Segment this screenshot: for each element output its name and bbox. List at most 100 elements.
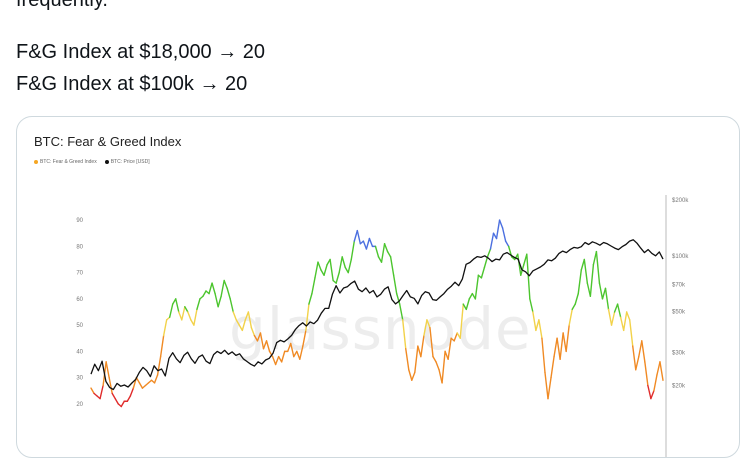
fg-segment [159,334,165,358]
fg-segment [317,261,322,271]
fg-segment [474,274,480,300]
fg-segment [577,269,582,295]
fg-segment [517,253,522,276]
fg-segment [314,261,319,279]
fg-segment [402,319,407,350]
fg-segment [607,308,613,326]
y-left-tick-90: 90 [76,218,83,224]
fg-segment [259,332,265,350]
fg-segment [99,384,104,400]
fg-segment [526,253,531,300]
fg-segment [253,334,259,342]
y-left-tick-80: 80 [76,244,83,250]
fg-segment [459,303,464,339]
fg-segment [290,342,295,358]
fg-segment [647,384,652,400]
fg-segment [541,337,546,374]
fg-segment [362,240,368,250]
fg-segment [214,292,219,308]
legend-item-fg: BTC: Fear & Greed Index [34,159,97,165]
fg-segment [598,282,604,300]
fg-segment [268,350,274,358]
fg-segment [453,332,458,342]
fg-segment [153,374,159,384]
fg-segment [641,340,646,363]
fg-segment [365,237,371,250]
fg-segment [299,345,304,360]
fg-segment [368,237,374,248]
y-left-tick-60: 60 [76,297,83,303]
fg-segment [90,387,95,395]
fg-segment [447,337,452,360]
tweet-cut-line: frequently. [16,0,108,11]
fg-segment [232,311,237,321]
fg-segment [544,371,549,400]
fg-segment [462,303,467,311]
fg-segment [105,361,110,379]
fg-segment [111,392,116,400]
fg-segment [538,319,543,339]
fear-greed-chart: 90 80 70 60 50 40 30 20 $200k $100k $70k $50k $30k $2… [76,195,689,457]
fg-segment [126,395,132,402]
fg-segment [610,311,616,326]
fg-segment [504,240,510,248]
fg-segment [571,303,576,311]
fg-segment [241,319,247,332]
fg-segment [586,282,592,297]
fg-segment [389,256,395,276]
chart-image-card[interactable]: BTC: Fear & Greed Index BTC: Fear & Gree… [16,116,740,458]
fg-segment [135,376,141,384]
fg-segment [635,355,640,371]
fg-segment [280,350,286,363]
fg-segment [483,256,489,269]
fg-segment [432,355,437,363]
fg-segment [659,361,664,381]
fg-segment [423,319,428,337]
fg-segment [229,298,234,313]
fg-segment [335,271,340,284]
fg-segment [293,350,298,358]
fg-segment [589,264,595,297]
fg-segment [625,311,631,321]
fg-segment [438,369,443,384]
fg-segment [565,324,570,353]
fg-segment [256,332,262,342]
fg-segment [220,279,225,297]
fg-segment [162,319,168,337]
fg-segment [168,303,174,318]
fg-segment [604,287,610,311]
fg-segment [547,376,552,400]
fg-segment [271,355,277,366]
fg-segment [559,332,564,360]
fg-segment [120,400,125,408]
fg-segment [277,355,283,363]
fg-segment [498,219,504,229]
fg-segment [323,264,328,276]
fg-segment [638,340,643,358]
fg-segment [435,361,440,371]
legend-item-price: BTC: Price [USD] [104,159,150,165]
y-right-tick-70k: $70k [672,283,686,289]
fg-segment [311,277,316,295]
y-right-tick-50k: $50k [672,310,686,316]
fg-segment [193,308,198,326]
fg-segment [296,350,301,360]
fg-segment [550,355,555,379]
y-right-tick-20k: $20k [672,383,686,389]
fg-segment [592,250,598,266]
fg-segment [420,334,425,358]
fg-segment [262,340,268,350]
fg-segment [622,311,628,332]
fg-segment [395,292,401,305]
fg-segment [350,240,356,261]
fg-segment [613,303,619,313]
fg-segment [338,256,343,274]
fg-segment [486,248,492,258]
fg-segment [417,345,422,358]
fg-segment [223,279,228,290]
fg-segment [320,269,325,276]
fg-segment [562,332,567,353]
fg-segment [568,308,573,326]
fg-segment [411,371,416,381]
fg-segment [175,298,180,313]
